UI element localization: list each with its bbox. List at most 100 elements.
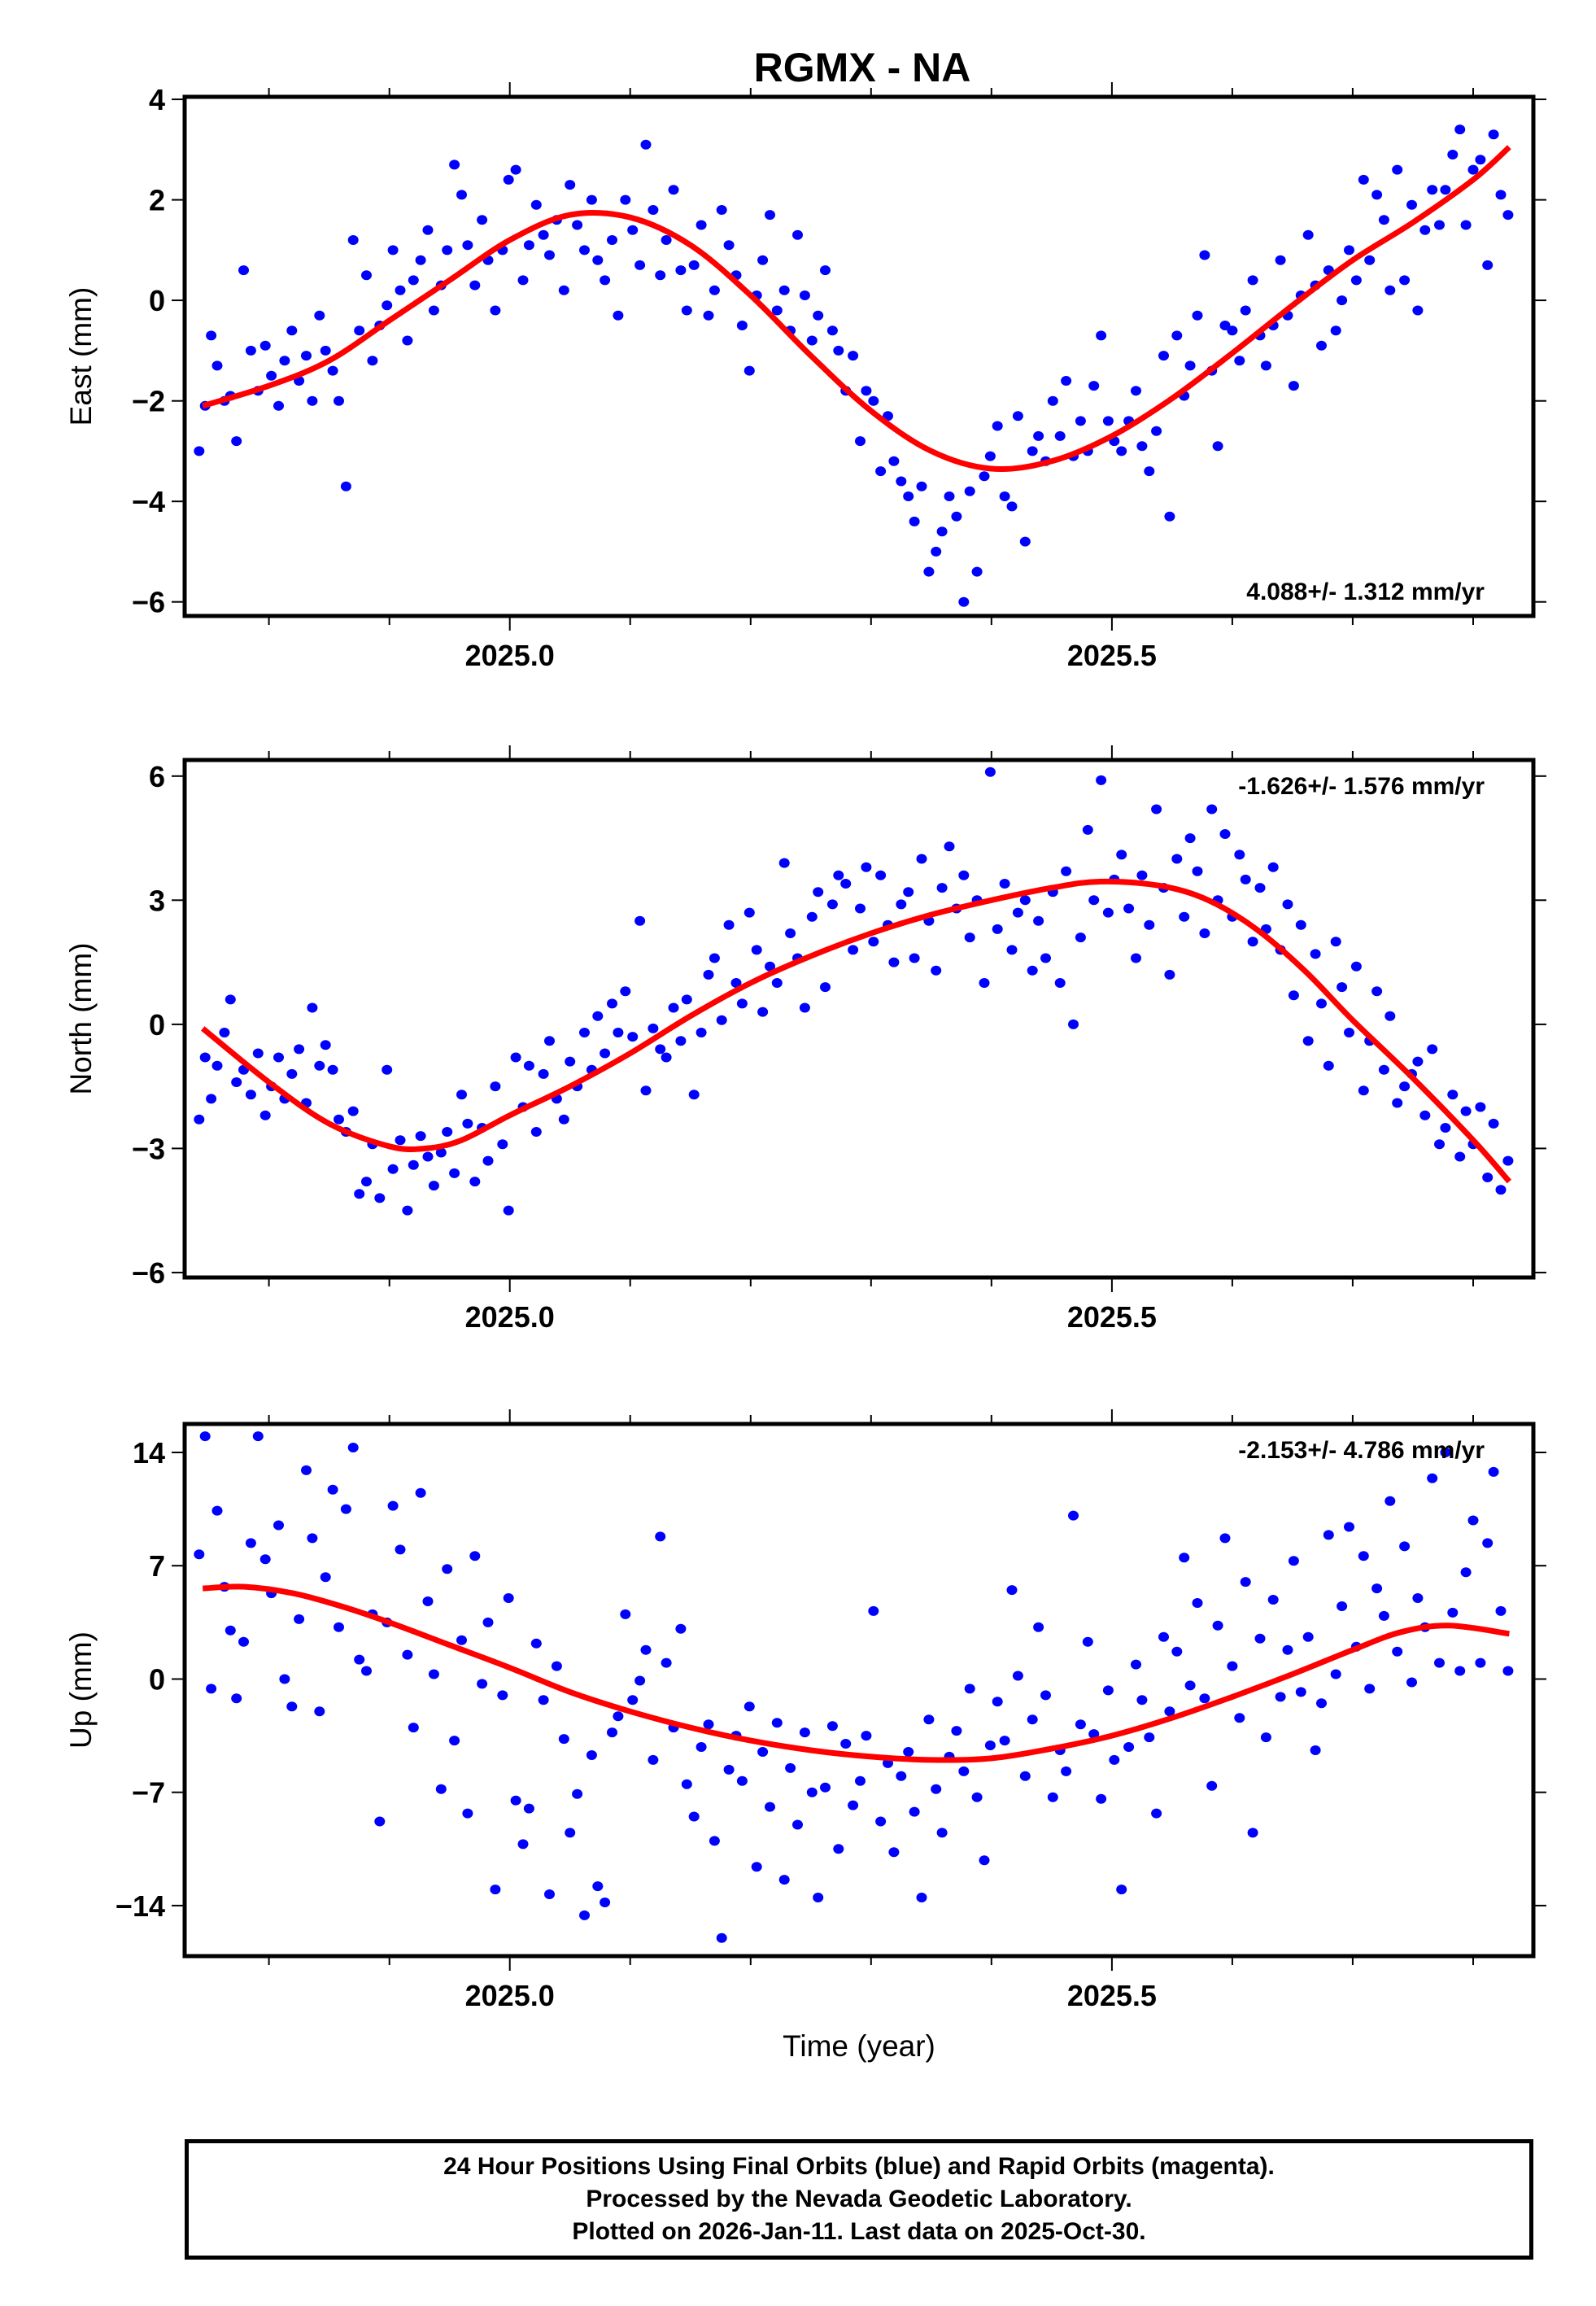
data-point [294, 1614, 305, 1624]
data-point [861, 386, 872, 396]
data-point [1096, 775, 1107, 785]
data-point [1406, 1677, 1417, 1688]
data-point [1460, 1567, 1472, 1578]
data-point [771, 978, 783, 988]
data-point [1440, 1448, 1451, 1457]
data-point [785, 928, 796, 938]
data-point [1350, 275, 1362, 286]
data-point [909, 1806, 920, 1817]
data-point [778, 858, 790, 868]
data-point [909, 953, 920, 963]
data-point [294, 1044, 305, 1055]
data-point [661, 235, 672, 245]
data-point [347, 1443, 359, 1452]
data-point [613, 310, 624, 321]
data-point [607, 998, 617, 1009]
data-point [286, 1068, 298, 1079]
data-point [586, 194, 597, 205]
data-point [1419, 1110, 1431, 1120]
y-tick-label: 4 [149, 83, 165, 116]
data-point [1502, 1155, 1514, 1166]
data-point [1316, 998, 1327, 1009]
data-point [354, 325, 365, 336]
data-point [1192, 866, 1203, 876]
data-point [497, 1139, 508, 1150]
up-y-axis-label: Up (mm) [64, 1631, 98, 1749]
data-point [320, 1572, 331, 1583]
data-point [709, 285, 720, 295]
data-point [944, 491, 955, 501]
east-velocity-label: 4.088+/- 1.312 mm/yr [1246, 579, 1485, 605]
data-point [435, 1147, 447, 1158]
data-point [1385, 285, 1396, 295]
data-point [273, 400, 284, 411]
y-tick-label: 7 [149, 1549, 165, 1583]
data-point [936, 526, 948, 537]
data-point [1033, 1622, 1044, 1632]
data-point [1184, 1680, 1196, 1691]
y-tick-label: −6 [132, 1256, 165, 1290]
data-point [273, 1052, 284, 1063]
data-point [462, 240, 473, 251]
data-point [442, 1564, 453, 1574]
data-point [1061, 376, 1072, 386]
north-y-axis-label: North (mm) [64, 942, 98, 1094]
data-point [273, 1520, 284, 1531]
y-tick-label: −2 [132, 385, 165, 418]
data-point [675, 1623, 687, 1634]
data-point [1427, 1473, 1438, 1483]
data-point [723, 240, 735, 251]
data-point [279, 1674, 290, 1684]
data-point [428, 1181, 439, 1191]
data-point [1434, 1657, 1445, 1668]
data-point [655, 270, 666, 281]
data-point [266, 370, 277, 381]
data-point [510, 1052, 521, 1063]
data-point [1310, 949, 1321, 959]
data-point [327, 365, 338, 376]
x-tick-label: 2025.5 [1067, 1300, 1157, 1334]
data-point [826, 325, 838, 336]
data-point [833, 870, 844, 880]
data-point [979, 471, 990, 482]
data-point [655, 1044, 666, 1055]
data-point [1240, 1577, 1251, 1588]
data-point [530, 199, 542, 210]
data-point [490, 305, 501, 316]
data-point [1502, 210, 1514, 221]
data-point [572, 220, 583, 230]
data-point [613, 1711, 624, 1722]
data-point [688, 1811, 700, 1822]
data-point [408, 275, 419, 286]
data-point [861, 862, 872, 872]
data-point [1102, 416, 1114, 426]
data-point [1102, 907, 1114, 918]
y-tick-label: 2 [149, 184, 165, 217]
data-point [875, 466, 887, 477]
data-point [778, 285, 790, 295]
data-point [1267, 862, 1279, 872]
data-point [1019, 536, 1031, 547]
data-point [1096, 1793, 1107, 1804]
data-point [855, 1775, 866, 1786]
data-point [999, 1736, 1010, 1746]
data-point [1075, 1719, 1086, 1730]
data-point [765, 1802, 775, 1812]
data-point [716, 1933, 727, 1943]
data-point [1164, 1706, 1175, 1717]
y-tick-label: 0 [149, 1663, 165, 1697]
data-point [868, 1605, 879, 1616]
y-tick-label: 14 [133, 1436, 165, 1470]
east-y-axis-label: East (mm) [64, 287, 98, 426]
data-point [1467, 1515, 1479, 1526]
data-point [1399, 1541, 1411, 1552]
data-point [813, 310, 824, 321]
data-point [1412, 1593, 1424, 1603]
data-point [1012, 907, 1023, 918]
data-point [286, 325, 298, 336]
data-point [1344, 1522, 1354, 1532]
data-point [826, 1721, 838, 1732]
data-point [1434, 1139, 1445, 1150]
data-point [347, 1106, 359, 1116]
data-point [757, 1007, 769, 1017]
